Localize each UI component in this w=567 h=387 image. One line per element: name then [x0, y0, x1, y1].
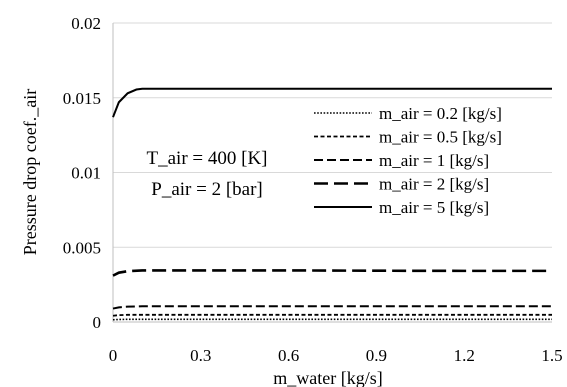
y-tick-label: 0.015: [63, 89, 101, 108]
x-tick-label: 1.2: [454, 346, 475, 365]
x-axis-title: m_water [kg/s]: [273, 368, 382, 387]
annotation-temperature: T_air = 400 [K]: [147, 148, 268, 169]
series-line-1: [112, 313, 552, 317]
x-tick-label: 0.3: [190, 346, 211, 365]
series-line-3: [112, 269, 552, 277]
annotation-pressure: P_air = 2 [bar]: [151, 179, 263, 200]
legend-label-4: m_air = 5 [kg/s]: [379, 198, 489, 217]
y-tick-label: 0.005: [63, 238, 101, 257]
y-tick-label: 0.01: [71, 164, 101, 183]
x-tick-label: 0: [109, 346, 118, 365]
annotation-box: T_air = 400 [K] P_air = 2 [bar]: [147, 148, 268, 200]
legend-label-1: m_air = 0.5 [kg/s]: [379, 128, 502, 147]
tick-labels: 0 0.005 0.01 0.015 0.02 0 0.3 0.6 0.9 1.2 1.5: [63, 14, 563, 365]
x-tick-label: 0.9: [366, 346, 387, 365]
legend: m_air = 0.2 [kg/s] m_air = 0.5 [kg/s] m_ai…: [314, 104, 502, 217]
series-lines: [112, 87, 552, 321]
x-tick-label: 1.5: [541, 346, 562, 365]
gridlines: [113, 22, 552, 248]
x-tick-label: 0.6: [278, 346, 299, 365]
series-line-4: [112, 87, 552, 118]
series-line-2: [112, 305, 552, 310]
y-tick-label: 0: [93, 313, 102, 332]
axes: [112, 23, 552, 323]
legend-label-2: m_air = 1 [kg/s]: [379, 151, 489, 170]
legend-label-3: m_air = 2 [kg/s]: [379, 175, 489, 194]
y-axis-title: Pressure drop coef._air: [20, 89, 40, 255]
legend-label-0: m_air = 0.2 [kg/s]: [379, 104, 502, 123]
y-tick-label: 0.02: [71, 14, 101, 33]
